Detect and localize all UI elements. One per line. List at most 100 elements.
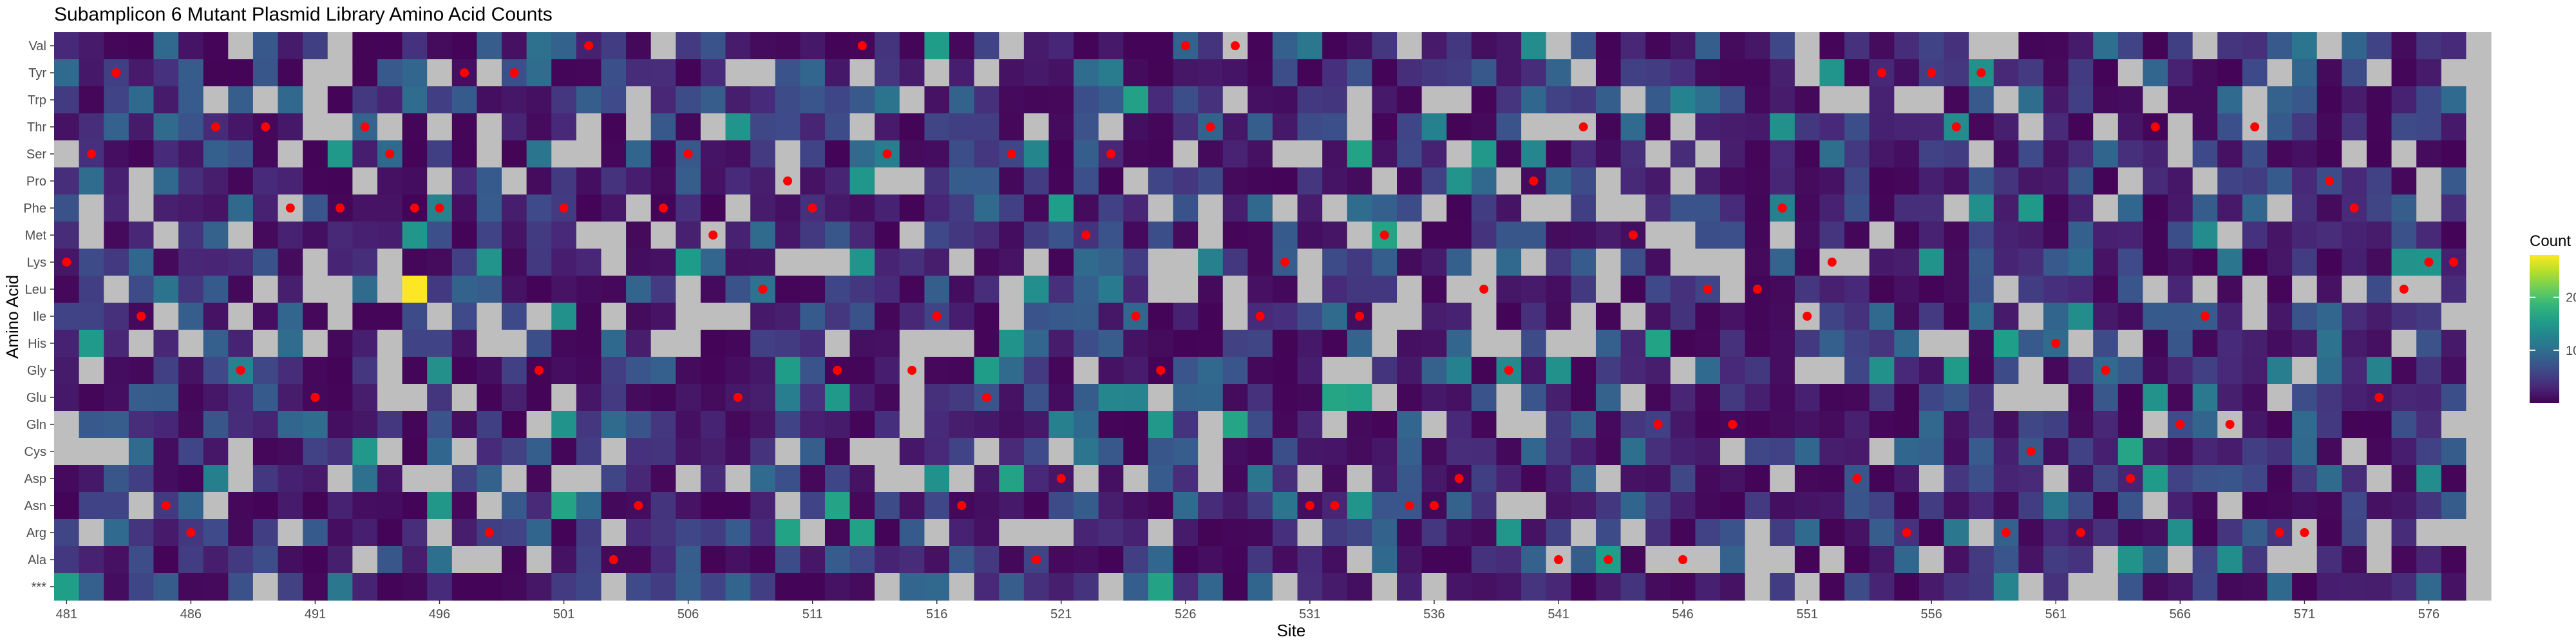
heatmap-cell — [526, 384, 552, 412]
heatmap-cell — [1222, 492, 1248, 520]
heatmap-cell — [1571, 573, 1596, 601]
heatmap-cell — [2068, 140, 2094, 168]
heatmap-cell — [1670, 492, 1696, 520]
heatmap-cell — [203, 330, 229, 357]
heatmap-cell — [1023, 140, 1050, 168]
heatmap-cell — [2391, 59, 2417, 87]
heatmap-cell — [402, 438, 428, 466]
heatmap-cell — [526, 140, 552, 168]
heatmap-cell — [1048, 573, 1074, 601]
heatmap-cell — [1918, 519, 1945, 547]
heatmap-cell — [2068, 546, 2094, 574]
heatmap-cell — [700, 140, 726, 168]
heatmap-cell — [2416, 167, 2442, 195]
heatmap-cell — [650, 276, 676, 303]
heatmap-cell — [725, 357, 751, 384]
heatmap-cell — [228, 303, 254, 330]
heatmap-cell — [2366, 330, 2392, 357]
heatmap-cell — [1421, 546, 1447, 574]
heatmap-cell — [899, 86, 925, 114]
heatmap-cell — [2068, 492, 2094, 520]
heatmap-cell — [228, 465, 254, 493]
heatmap-cell — [650, 32, 676, 60]
heatmap-cell — [824, 140, 851, 168]
heatmap-cell — [1819, 86, 1845, 114]
heatmap-cell — [750, 465, 776, 493]
heatmap-cell — [1645, 438, 1671, 466]
heatmap-cell — [2267, 32, 2293, 60]
heatmap-cell — [526, 32, 552, 60]
heatmap-cell — [2292, 140, 2318, 168]
heatmap-cell — [2068, 167, 2094, 195]
heatmap-cell — [1446, 59, 1472, 87]
heatmap-cell — [427, 546, 453, 574]
heatmap-cell — [650, 140, 676, 168]
heatmap-cell — [327, 140, 353, 168]
heatmap-cell — [824, 546, 851, 574]
heatmap-cell — [2217, 249, 2243, 276]
heatmap-cell — [676, 249, 701, 276]
heatmap-cell — [153, 573, 179, 601]
heatmap-cell — [1397, 222, 1423, 249]
heatmap-cell — [2093, 194, 2119, 222]
heatmap-cell — [1670, 384, 1696, 412]
heatmap-cell — [2391, 573, 2417, 601]
heatmap-cell — [626, 438, 652, 466]
heatmap-cell — [377, 330, 403, 357]
heatmap-cell — [2068, 411, 2094, 439]
heatmap-cell — [104, 546, 129, 574]
heatmap-cell — [2143, 492, 2168, 520]
heatmap-cell — [626, 249, 652, 276]
heatmap-cell — [2192, 573, 2218, 601]
wildtype-marker — [1777, 204, 1787, 213]
heatmap-cell — [2192, 546, 2218, 574]
heatmap-cell — [1123, 546, 1149, 574]
heatmap-cell — [79, 276, 104, 303]
heatmap-cell — [1645, 140, 1671, 168]
heatmap-cell — [1546, 303, 1571, 330]
heatmap-cell — [849, 492, 875, 520]
heatmap-cell — [1571, 465, 1596, 493]
heatmap-cell — [924, 167, 950, 195]
heatmap-cell — [1297, 32, 1323, 60]
heatmap-cell — [1148, 573, 1174, 601]
heatmap-cell — [502, 465, 527, 493]
heatmap-cell — [104, 113, 129, 141]
heatmap-cell — [576, 249, 602, 276]
heatmap-cell — [54, 276, 80, 303]
heatmap-cell — [1918, 465, 1945, 493]
heatmap-cell — [2093, 411, 2119, 439]
heatmap-cell — [2093, 492, 2119, 520]
heatmap-cell — [1347, 330, 1373, 357]
x-tick-label: 571 — [2294, 607, 2315, 621]
heatmap-cell — [203, 194, 229, 222]
heatmap-cell — [1969, 411, 1994, 439]
heatmap-cell — [526, 86, 552, 114]
heatmap-cell — [2366, 303, 2392, 330]
heatmap-cell — [725, 276, 751, 303]
y-tick-label: Asp — [24, 472, 46, 486]
heatmap-cell — [1471, 86, 1497, 114]
heatmap-cell — [999, 330, 1025, 357]
heatmap-cell — [377, 357, 403, 384]
heatmap-cell — [203, 32, 229, 60]
heatmap-cell — [327, 492, 353, 520]
heatmap-cell — [974, 519, 999, 547]
heatmap-cell — [849, 546, 875, 574]
heatmap-cell — [228, 140, 254, 168]
heatmap-cell — [1546, 438, 1571, 466]
heatmap-cell — [178, 32, 204, 60]
heatmap-cell — [875, 357, 900, 384]
heatmap-cell — [1645, 194, 1671, 222]
heatmap-cell — [1944, 330, 1969, 357]
heatmap-cell — [1023, 438, 1050, 466]
heatmap-cell — [228, 86, 254, 114]
heatmap-cell — [104, 384, 129, 412]
heatmap-cell — [1471, 113, 1497, 141]
heatmap-cell — [1322, 573, 1348, 601]
heatmap-cell — [1247, 519, 1273, 547]
heatmap-cell — [1571, 411, 1596, 439]
heatmap-cell — [203, 140, 229, 168]
x-tick-label: 481 — [56, 607, 77, 621]
heatmap-cell — [1670, 438, 1696, 466]
